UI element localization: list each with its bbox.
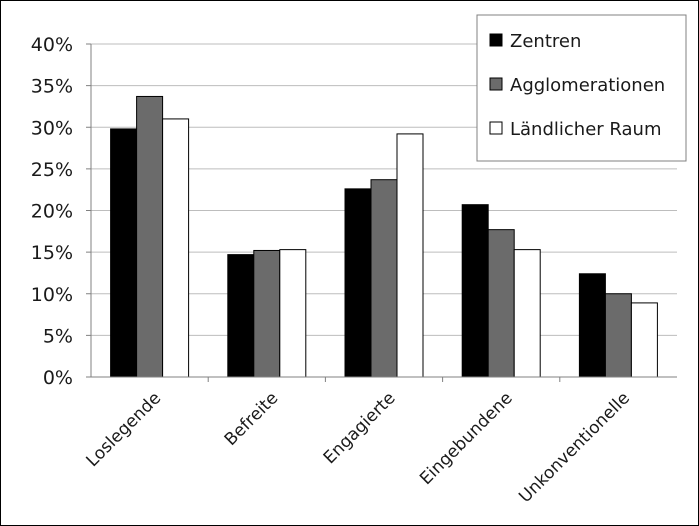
bar-zentren-befreite [227, 254, 255, 378]
y-tick-label: 25% [31, 159, 73, 181]
y-tick-label: 30% [31, 117, 73, 139]
y-tick-label: 5% [43, 325, 73, 347]
bar-laendlicher-raum-eingebundene [513, 249, 541, 378]
x-tick-labels: Loslegende Befreite Engagierte Eingebundene… [82, 388, 633, 507]
legend-swatch-agglomerationen [489, 77, 503, 91]
y-tick-labels: 0% 5% 10% 15% 20% 25% 30% 35% 40% [31, 34, 73, 389]
y-tick-label: 20% [31, 201, 73, 223]
bar-agglomerationen-eingebundene [487, 229, 515, 378]
bar-zentren-loslegende [110, 128, 138, 378]
x-tick-label: Befreite [221, 388, 283, 450]
bar-agglomerationen-engagierte [370, 179, 398, 378]
bar-laendlicher-raum-befreite [279, 249, 307, 378]
x-tick-label: Eingebundene [416, 388, 517, 489]
legend-label-laendlicher-raum: Ländlicher Raum [510, 119, 661, 140]
y-tick-label: 10% [31, 284, 73, 306]
bar-laendlicher-raum-unkonventionelle [630, 302, 658, 378]
bar-agglomerationen-befreite [253, 249, 281, 378]
legend-label-zentren: Zentren [510, 31, 581, 52]
axes [86, 43, 677, 382]
bar-zentren-engagierte [344, 188, 372, 378]
legend-swatch-zentren [489, 33, 503, 47]
bar-agglomerationen-loslegende [136, 95, 164, 378]
bars [110, 95, 658, 378]
bar-zentren-eingebundene [461, 204, 489, 378]
x-tick-label: Engagierte [320, 388, 400, 468]
legend-swatch-laendlicher-raum [489, 121, 503, 135]
y-tick-label: 0% [43, 367, 73, 389]
bar-laendlicher-raum-engagierte [396, 133, 424, 378]
x-tick-label: Unkonventionelle [515, 388, 634, 507]
bar-laendlicher-raum-loslegende [162, 118, 190, 378]
bar-agglomerationen-unkonventionelle [604, 293, 632, 378]
y-tick-label: 15% [31, 242, 73, 264]
y-tick-label: 40% [31, 34, 73, 56]
bar-zentren-unkonventionelle [578, 273, 606, 378]
y-tick-label: 35% [31, 76, 73, 98]
legend: Zentren Agglomerationen Ländlicher Raum [476, 14, 687, 162]
legend-box [476, 14, 687, 162]
x-tick-label: Loslegende [82, 388, 165, 471]
legend-label-agglomerationen: Agglomerationen [510, 75, 665, 96]
